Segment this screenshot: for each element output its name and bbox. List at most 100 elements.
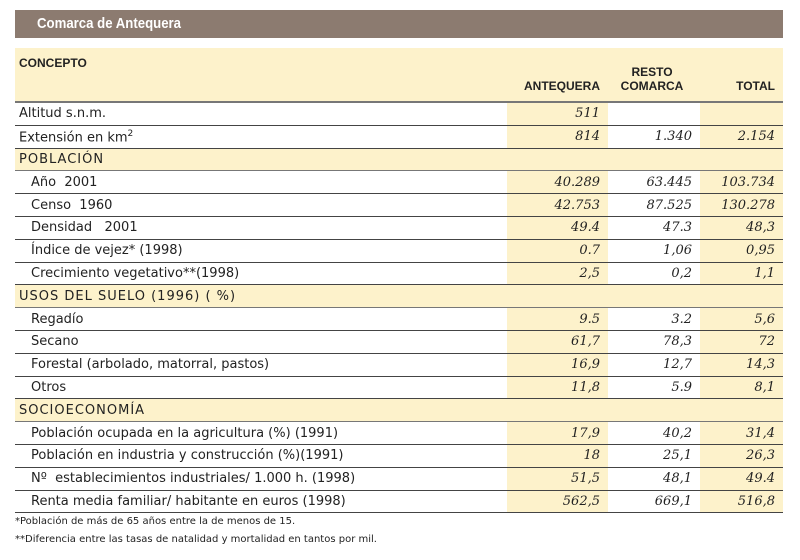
antequera-value: 9.5 (507, 307, 608, 331)
table-row: Índice de vejez* (1998) 0.7 1,06 0,95 (15, 239, 783, 263)
table-row: Densidad 2001 49.4 47.3 48,3 (15, 216, 783, 240)
total-value: 26,3 (700, 444, 783, 468)
table-row: Año 2001 40.289 63.445 103.734 (15, 170, 783, 195)
total-value: 49.4 (700, 467, 783, 491)
antequera-value: 814 (507, 125, 608, 149)
row-label: Población ocupada en la agricultura (%) … (15, 421, 507, 445)
antequera-value: 16,9 (507, 353, 608, 377)
row-label: Altitud s.n.m. (15, 102, 507, 126)
resto-comarca-value: 1,06 (608, 239, 700, 263)
table-row: Otros 11,8 5.9 8,1 (15, 376, 783, 400)
row-label: Índice de vejez* (1998) (15, 239, 507, 263)
row-label: Otros (15, 376, 507, 400)
row-label: Secano (15, 330, 507, 354)
total-value: 31,4 (700, 421, 783, 445)
resto-comarca-value: 1.340 (608, 125, 700, 149)
resto-comarca-value: 47.3 (608, 216, 700, 240)
total-value: 8,1 (700, 376, 783, 400)
row-label-text: Otros (31, 379, 67, 395)
footnote-2: **Diferencia entre las tasas de natalida… (15, 534, 377, 545)
antequera-value: 18 (507, 444, 608, 468)
table-title: Comarca de Antequera (37, 15, 182, 32)
total-value: 2.154 (700, 125, 783, 149)
table-row: Renta media familiar/ habitante en euros… (15, 490, 783, 514)
resto-comarca-value (608, 102, 700, 126)
section-label: POBLACIÓN (15, 148, 783, 172)
table-row: Población ocupada en la agricultura (%) … (15, 421, 783, 445)
table-row: Población en industria y construcción (%… (15, 444, 783, 468)
table-row: Nº establecimientos industriales/ 1.000 … (15, 467, 783, 491)
row-label: Censo 1960 (15, 193, 507, 217)
antequera-value: 42.753 (507, 193, 608, 217)
antequera-value: 51,5 (507, 467, 608, 491)
row-label: Forestal (arbolado, matorral, pastos) (15, 353, 507, 377)
header-concepto: CONCEPTO (15, 48, 507, 103)
row-label-text: Población en industria y construcción (%… (31, 448, 344, 464)
section-row: SOCIOECONOMÍA (15, 398, 783, 423)
antequera-value: 40.289 (507, 170, 608, 195)
row-label: Nº establecimientos industriales/ 1.000 … (15, 467, 507, 491)
row-label-text: Densidad 2001 (31, 220, 138, 236)
header-antequera: ANTEQUERA (507, 48, 608, 103)
row-label-text: Renta media familiar/ habitante en euros… (31, 493, 346, 509)
row-label-text: Altitud s.n.m. (19, 106, 107, 122)
resto-comarca-value: 0,2 (608, 262, 700, 286)
resto-comarca-value: 48,1 (608, 467, 700, 491)
table-row: Forestal (arbolado, matorral, pastos) 16,… (15, 353, 783, 377)
row-label-text: Población ocupada en la agricultura (%) … (31, 425, 339, 441)
header-total: TOTAL (700, 48, 783, 103)
total-value: 48,3 (700, 216, 783, 240)
row-label: Densidad 2001 (15, 216, 507, 240)
table-row: Altitud s.n.m. 511 (15, 102, 783, 126)
section-row: USOS DEL SUELO (1996) ( %) (15, 284, 783, 309)
row-label-text: Índice de vejez* (1998) (31, 243, 183, 259)
row-label-text: Extensión en km (19, 129, 128, 145)
total-value: 1,1 (700, 262, 783, 286)
row-label-text: Secano (31, 334, 79, 350)
antequera-value: 49.4 (507, 216, 608, 240)
header-row: CONCEPTO ANTEQUERA RESTO COMARCA TOTAL (15, 48, 783, 103)
row-label: Regadío (15, 307, 507, 331)
row-label: Población en industria y construcción (%… (15, 444, 507, 468)
antequera-value: 562,5 (507, 490, 608, 514)
section-label: SOCIOECONOMÍA (15, 398, 783, 423)
resto-comarca-value: 63.445 (608, 170, 700, 195)
antequera-value: 511 (507, 102, 608, 126)
antequera-value: 2,5 (507, 262, 608, 286)
row-label: Crecimiento vegetativo**(1998) (15, 262, 507, 286)
row-label-text: Regadío (31, 311, 84, 327)
antequera-value: 17,9 (507, 421, 608, 445)
resto-comarca-value: 25,1 (608, 444, 700, 468)
row-label-text: Nº establecimientos industriales/ 1.000 … (31, 471, 356, 487)
antequera-value: 11,8 (507, 376, 608, 400)
section-row: POBLACIÓN (15, 148, 783, 172)
table-row: Censo 1960 42.753 87.525 130.278 (15, 193, 783, 217)
table-row: Secano 61,7 78,3 72 (15, 330, 783, 354)
row-label: Renta media familiar/ habitante en euros… (15, 490, 507, 514)
resto-comarca-value: 12,7 (608, 353, 700, 377)
antequera-value: 61,7 (507, 330, 608, 354)
total-value: 103.734 (700, 170, 783, 195)
resto-comarca-value: 40,2 (608, 421, 700, 445)
table-row: Regadío 9.5 3.2 5,6 (15, 307, 783, 331)
antequera-value: 0.7 (507, 239, 608, 263)
table-row: Crecimiento vegetativo**(1998) 2,5 0,2 1,1 (15, 262, 783, 286)
data-table: CONCEPTO ANTEQUERA RESTO COMARCA TOTAL Al… (15, 48, 783, 514)
superscript: 2 (127, 128, 134, 139)
table-row: Extensión en km2 814 1.340 2.154 (15, 125, 783, 149)
resto-comarca-value: 5.9 (608, 376, 700, 400)
header-resto-comarca: RESTO COMARCA (608, 48, 700, 103)
table-title-bar: Comarca de Antequera (15, 10, 783, 38)
row-label-text: Año 2001 (31, 174, 98, 190)
section-label: USOS DEL SUELO (1996) ( %) (15, 284, 783, 309)
total-value: 72 (700, 330, 783, 354)
footnote-1: *Población de más de 65 años entre la de… (15, 516, 296, 527)
resto-comarca-value: 669,1 (608, 490, 700, 514)
row-label-text: Crecimiento vegetativo**(1998) (31, 265, 240, 281)
total-value: 5,6 (700, 307, 783, 331)
row-label: Extensión en km2 (15, 125, 507, 149)
resto-comarca-value: 3.2 (608, 307, 700, 331)
row-label-text: Censo 1960 (31, 197, 113, 213)
total-value: 516,8 (700, 490, 783, 514)
resto-comarca-value: 78,3 (608, 330, 700, 354)
